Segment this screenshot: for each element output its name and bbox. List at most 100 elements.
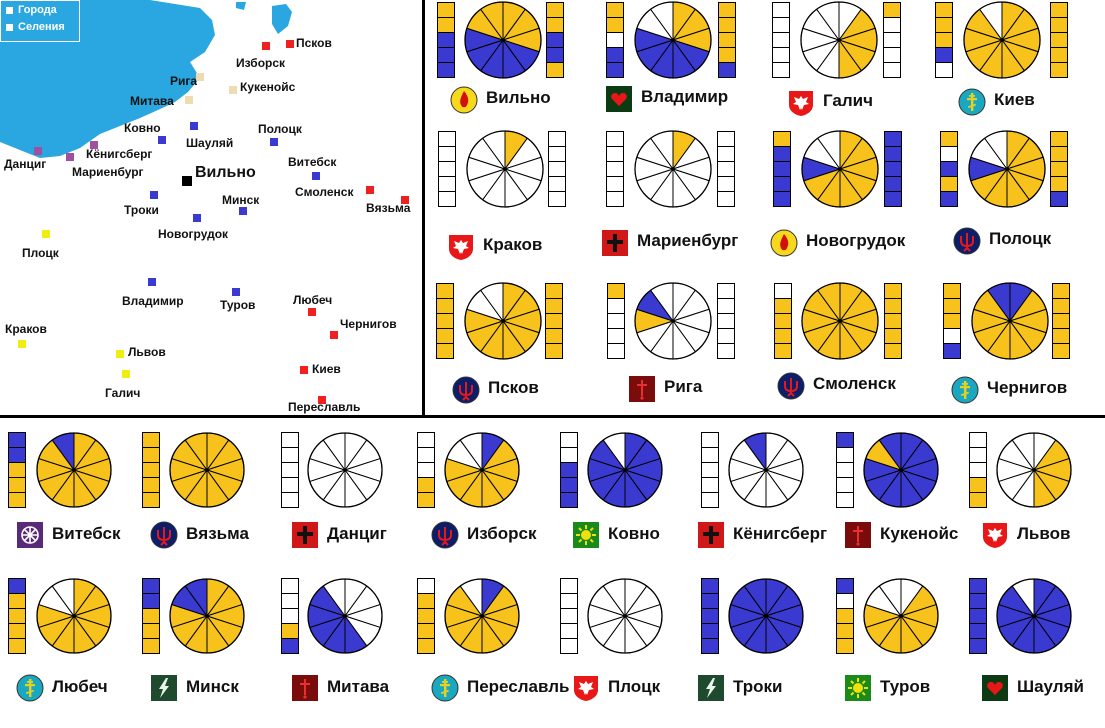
bar-segment — [701, 447, 719, 463]
bar-segment — [281, 608, 299, 624]
green-square-red-heart-icon — [981, 674, 1009, 702]
bar-segment — [438, 176, 456, 192]
bar-segment — [701, 608, 719, 624]
navy-circle-red-trident-icon — [431, 521, 459, 549]
pie-outline — [634, 1, 712, 79]
indicator-bar — [8, 432, 26, 508]
bar-segment — [560, 578, 578, 594]
indicator-bar — [717, 131, 735, 207]
bar-segment — [969, 492, 987, 508]
bar-segment — [417, 477, 435, 493]
bar-segment — [884, 146, 902, 162]
sector-pie — [464, 1, 542, 79]
bar-segment — [560, 462, 578, 478]
bar-segment — [935, 62, 953, 78]
sector-pie — [307, 432, 383, 508]
city-name-label: Витебск — [52, 524, 121, 543]
map-place-label: Полоцк — [258, 122, 302, 136]
bar-segment — [8, 623, 26, 639]
green-square-sun-icon — [572, 521, 600, 549]
map-marker — [190, 122, 198, 130]
pie-outline — [444, 432, 520, 508]
bar-segment — [773, 146, 791, 162]
bar-segment — [142, 462, 160, 478]
map-marker — [18, 340, 26, 348]
green-square-red-heart-icon — [605, 85, 633, 113]
map-marker — [232, 288, 240, 296]
bar-segment — [943, 313, 961, 329]
indicator-bar — [772, 2, 790, 78]
bar-segment — [718, 2, 736, 18]
bar-segment — [438, 131, 456, 147]
bar-segment — [774, 343, 792, 359]
city-name-label: Переславль — [467, 677, 570, 696]
bar-segment — [142, 432, 160, 448]
bar-segment — [142, 578, 160, 594]
indicator-bar — [773, 131, 791, 207]
bar-segment — [560, 608, 578, 624]
map-place-label: Любеч — [293, 293, 333, 307]
bar-segment — [546, 47, 564, 63]
red-shield-white-eagle-icon — [787, 89, 815, 117]
city-name-label: Ковно — [608, 524, 660, 543]
pie-outline — [169, 432, 245, 508]
city-name-label: Владимир — [641, 87, 729, 106]
bar-segment — [548, 176, 566, 192]
bar-segment — [935, 32, 953, 48]
bar-segment — [281, 447, 299, 463]
bar-segment — [969, 462, 987, 478]
bar-segment — [436, 328, 454, 344]
sector-pie — [634, 282, 712, 360]
map-marker — [330, 331, 338, 339]
bar-segment — [943, 343, 961, 359]
indicator-bar — [1050, 2, 1068, 78]
bar-segment — [935, 2, 953, 18]
bar-segment — [546, 62, 564, 78]
indicator-bar — [935, 2, 953, 78]
bar-segment — [1050, 191, 1068, 207]
city-name-label: Троки — [733, 677, 783, 696]
pie-outline — [634, 282, 712, 360]
sector-pie — [444, 578, 520, 654]
bar-segment — [701, 638, 719, 654]
indicator-bar — [560, 578, 578, 654]
bar-segment — [438, 161, 456, 177]
city-name-label: Минск — [186, 677, 239, 696]
green-square-sun-icon — [844, 674, 872, 702]
yellow-circle-red-flame-icon — [450, 86, 478, 114]
map-place-label: Владимир — [122, 294, 184, 308]
map-place-label: Псков — [296, 36, 332, 50]
sector-pie — [587, 578, 663, 654]
map-place-label: Мариенбург — [72, 165, 144, 179]
bar-segment — [718, 47, 736, 63]
pie-outline — [801, 282, 879, 360]
bar-segment — [884, 191, 902, 207]
city-name-label: Вязьма — [186, 524, 249, 543]
map-marker — [401, 196, 409, 204]
bar-segment — [718, 17, 736, 33]
bar-segment — [774, 328, 792, 344]
sector-pie — [464, 282, 542, 360]
city-name-label: Чернигов — [987, 378, 1068, 397]
indicator-bar — [836, 578, 854, 654]
sector-pie — [971, 282, 1049, 360]
bar-segment — [969, 477, 987, 493]
map-place-label: Данциг — [4, 157, 47, 171]
indicator-bar — [438, 131, 456, 207]
bar-segment — [717, 298, 735, 314]
bar-segment — [717, 146, 735, 162]
red-square-black-cross-icon — [291, 521, 319, 549]
map-place-label: Кукенойс — [240, 80, 296, 94]
darkred-square-sword-icon — [291, 674, 319, 702]
indicator-bar — [417, 578, 435, 654]
bar-segment — [717, 161, 735, 177]
vertical-divider — [422, 0, 425, 416]
indicator-bar — [969, 578, 987, 654]
indicator-bar — [884, 283, 902, 359]
bar-segment — [606, 17, 624, 33]
sector-pie — [169, 578, 245, 654]
bar-segment — [773, 131, 791, 147]
bar-segment — [718, 62, 736, 78]
bar-segment — [935, 47, 953, 63]
map-place-label: Львов — [128, 345, 166, 359]
